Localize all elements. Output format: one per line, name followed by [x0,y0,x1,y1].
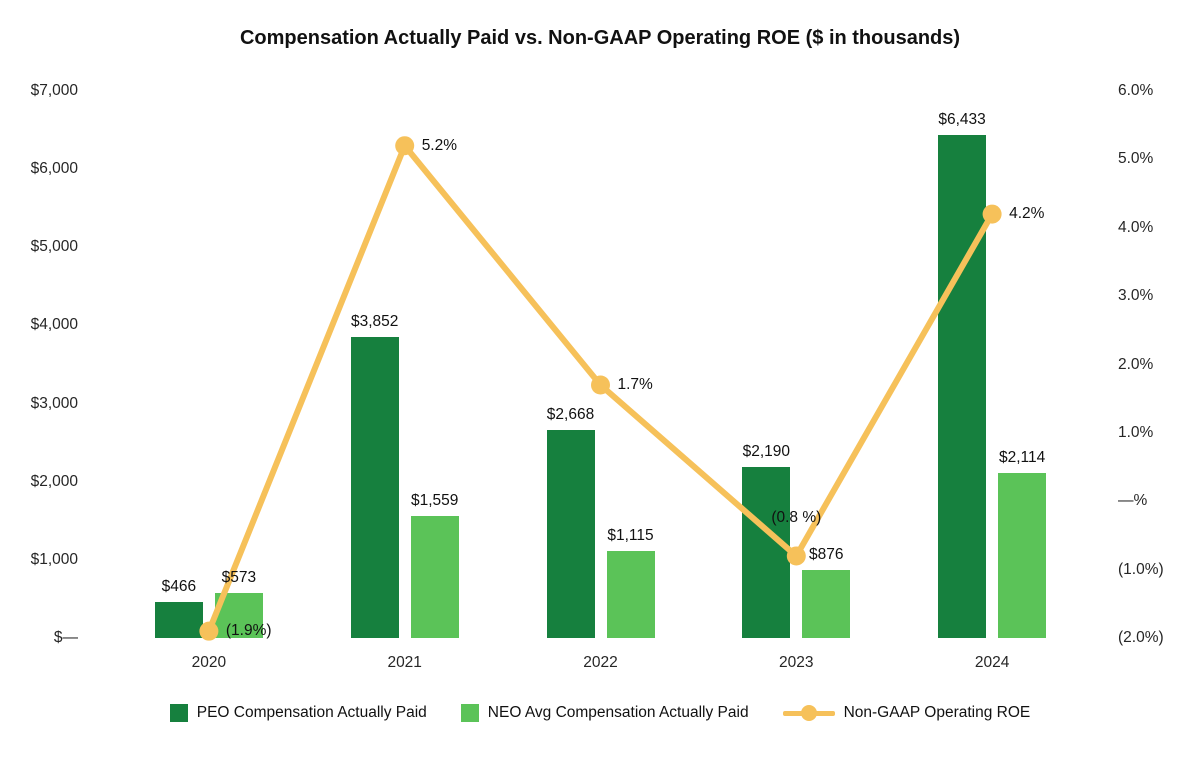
peo-bar [350,336,399,638]
left-axis-tick: $4,000 [30,316,78,334]
right-axis-tick: 5.0% [1118,150,1154,168]
right-axis-tick: —% [1118,492,1148,510]
peo-bar [154,601,203,638]
roe-line [199,136,1002,641]
right-axis-tick: (1.0%) [1118,560,1164,578]
x-axis-label: 2023 [779,654,814,671]
legend-item-peo: PEO Compensation Actually Paid [169,704,427,722]
right-axis-tick: 6.0% [1118,82,1154,99]
roe-value-label: 1.7% [617,376,653,393]
legend-item-neo: NEO Avg Compensation Actually Paid [460,704,749,722]
peo-swatch-icon [169,704,188,722]
roe-marker [982,204,1002,224]
roe-marker [395,136,415,156]
left-value-axis: $7,000 $6,000 $5,000 $4,000 $3,000 $2,000 $1,0… [22,0,78,700]
roe-marker [199,621,219,641]
legend-label-neo: NEO Avg Compensation Actually Paid [487,704,749,721]
right-axis-tick: 3.0% [1118,287,1154,305]
bar-value-label: $466 [161,577,197,595]
bars-layer [111,91,1090,638]
peo-bar [938,135,987,638]
roe-line-icon [782,704,835,722]
neo-bar [410,516,459,638]
bar-value-label: $573 [221,569,257,587]
neo-bar [606,550,655,638]
bar-value-label: $1,559 [410,492,459,510]
neo-bar [802,569,851,638]
bar-value-label: $3,852 [350,312,399,330]
left-axis-tick: $3,000 [30,394,78,412]
roe-marker [591,375,610,395]
left-axis-tick: $1,000 [30,550,78,568]
peo-bar [546,429,595,638]
category-axis: 2020 2021 2022 2023 2024 [111,654,1090,674]
bar-value-label: $6,433 [938,111,986,129]
left-axis-tick: $2,000 [30,472,78,490]
x-axis-label: 2021 [387,654,422,671]
x-axis-label: 2022 [583,654,618,671]
x-axis-label: 2020 [191,654,227,671]
left-axis-tick: $6,000 [30,160,78,178]
right-axis-tick: 4.0% [1118,218,1154,236]
right-percent-axis: 6.0% 5.0% 4.0% 3.0% 2.0% 1.0% —% (1.0%) (2.0%) [1118,0,1198,700]
bar-value-label: $1,115 [607,526,654,544]
neo-bar [998,472,1047,638]
bar-value-label: $876 [809,545,844,563]
left-axis-tick: $7,000 [30,82,78,99]
bar-value-label: $2,190 [742,442,791,460]
peo-bar [742,466,791,638]
data-labels-layer: $466 $3,852 $2,668 $2,190 $6,433 $573 $1,559 $1… [111,91,1090,640]
legend: PEO Compensation Actually Paid NEO Avg C… [0,704,1200,722]
legend-label-peo: PEO Compensation Actually Paid [196,704,427,721]
left-axis-tick: $5,000 [30,238,78,256]
plot-area: $466 $3,852 $2,668 $2,190 $6,433 $573 $1,559 $1… [111,91,1090,641]
chart-title: Compensation Actually Paid vs. Non-GAAP … [239,27,961,49]
right-axis-tick: 1.0% [1118,423,1154,441]
x-axis-label: 2024 [974,654,1010,671]
neo-swatch-icon [460,704,479,722]
bar-value-label: $2,668 [546,405,595,423]
legend-label-roe: Non-GAAP Operating ROE [843,704,1031,721]
legend-item-roe: Non-GAAP Operating ROE [782,704,1031,722]
right-axis-tick: 2.0% [1118,355,1154,373]
roe-value-label: 4.2% [1009,205,1045,223]
roe-value-label: 5.2% [421,136,458,154]
roe-marker [786,546,806,566]
bar-value-label: $2,114 [998,448,1046,466]
left-axis-tick: $— [53,629,78,646]
roe-value-label: (0.8 %) [771,508,822,526]
roe-value-label: (1.9%) [225,622,272,640]
right-axis-tick: (2.0%) [1118,629,1164,646]
